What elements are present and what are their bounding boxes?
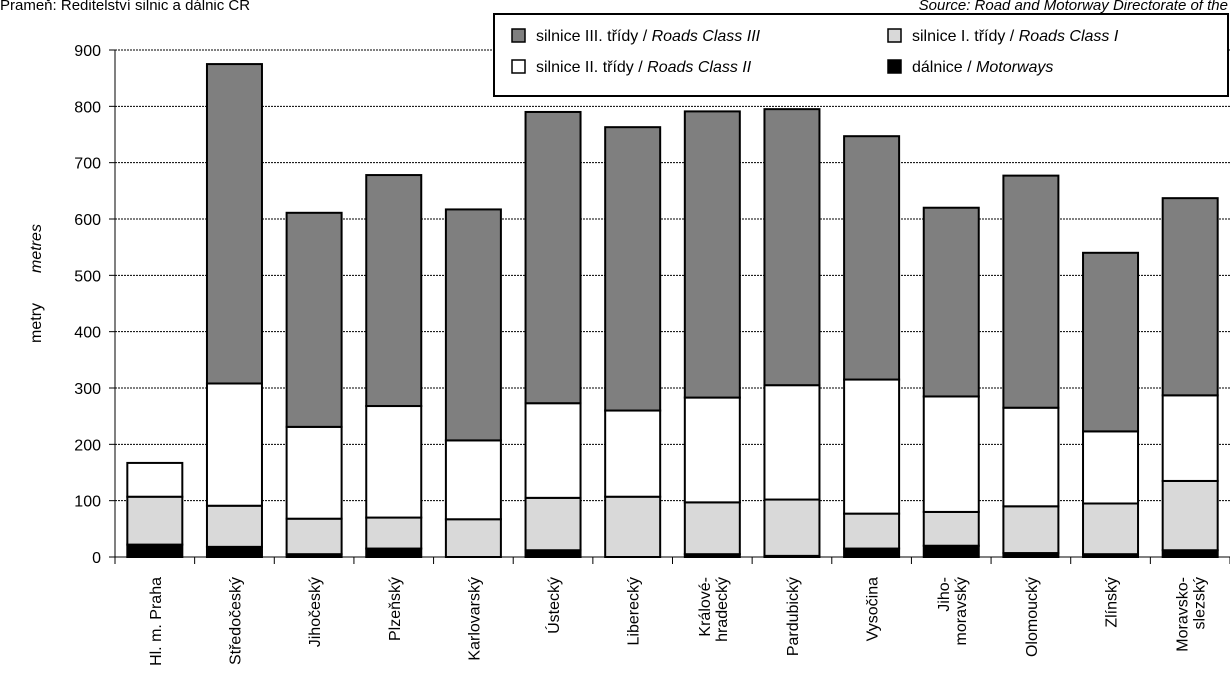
bar-segment xyxy=(126,461,184,498)
bar-segment xyxy=(365,174,423,408)
bar-segment xyxy=(126,495,184,546)
bar-segment xyxy=(524,110,582,405)
y-tick-label: 200 xyxy=(74,437,101,454)
x-tick-label: Plzeňský xyxy=(387,577,404,641)
bar-segment xyxy=(1161,197,1219,397)
y-tick-label: 900 xyxy=(74,43,101,60)
bar-segment xyxy=(843,547,901,558)
bar-segment xyxy=(922,544,980,559)
axes xyxy=(109,49,1230,564)
bar-segment xyxy=(524,402,582,499)
legend-entry: silnice I. třídy / Roads Class I xyxy=(912,28,1119,45)
y-tick-labels: 0 100 200 300 400 500 600 700 800 900 xyxy=(74,43,101,567)
x-tick-label: Vysočina xyxy=(865,577,882,641)
bar-segment xyxy=(1002,406,1060,508)
legend-entry: dálnice / Motorways xyxy=(912,59,1053,76)
bar-segment xyxy=(205,504,263,548)
bar-segment xyxy=(365,547,423,558)
y-tick-label: 800 xyxy=(74,99,101,116)
legend-swatch xyxy=(887,59,902,74)
bar-segment xyxy=(205,545,263,558)
legend-entry: silnice III. třídy / Roads Class III xyxy=(536,28,761,45)
bar-segment xyxy=(1082,430,1140,505)
bar-segment xyxy=(604,126,662,412)
bar-stacks xyxy=(126,63,1219,559)
gridlines xyxy=(115,49,1230,502)
bar-segment xyxy=(1082,502,1140,556)
x-tick-label: Olomoucký xyxy=(1024,577,1041,657)
y-tick-label: 0 xyxy=(92,550,101,567)
bar-segment xyxy=(365,405,423,519)
legend-swatch xyxy=(887,28,902,43)
bar-segment xyxy=(126,543,184,559)
y-axis-label: metrymetres xyxy=(28,224,45,343)
bar-segment xyxy=(285,517,343,556)
y-tick-label: 300 xyxy=(74,381,101,398)
y-tick-label: 700 xyxy=(74,156,101,173)
source-note-czech: Prameň: Ředitelství silnic a dálnic ČR xyxy=(0,0,251,14)
bar-segment xyxy=(683,396,741,504)
bar-segment xyxy=(1082,251,1140,433)
bar-segment xyxy=(365,516,423,550)
bar-segment xyxy=(285,425,343,520)
bar-segment xyxy=(922,395,980,513)
bar-segment xyxy=(1161,394,1219,482)
x-tick-label: Zlínský xyxy=(1104,577,1121,628)
bar-segment xyxy=(205,63,263,385)
bar-segment xyxy=(604,495,662,558)
bar-segment xyxy=(604,409,662,498)
bar-segment xyxy=(843,135,901,381)
bar-segment xyxy=(922,510,980,547)
bar-segment xyxy=(444,208,502,442)
bar-segment xyxy=(843,378,901,515)
bar-segment xyxy=(1161,549,1219,558)
bar-segment xyxy=(763,108,821,387)
bar-segment xyxy=(1161,479,1219,552)
x-tick-label: Jihočeský xyxy=(307,577,324,647)
y-tick-label: 400 xyxy=(74,325,101,342)
bar-segment xyxy=(1002,174,1060,409)
bar-segment xyxy=(524,549,582,558)
x-tick-label: Jiho-moravský xyxy=(936,577,970,645)
x-tick-label: Moravsko-slezský xyxy=(1175,577,1209,652)
x-tick-label: Pardubický xyxy=(785,577,802,656)
bar-segment xyxy=(444,439,502,521)
x-tick-label: Středočeský xyxy=(227,577,244,665)
legend-swatch xyxy=(511,59,526,74)
x-tick-labels: Hl. m. Praha Středočeský Jihočeský Plzeňský… xyxy=(148,577,1209,666)
x-tick-label: Hl. m. Praha xyxy=(148,577,165,666)
y-tick-label: 600 xyxy=(74,212,101,229)
bar-segment xyxy=(444,518,502,558)
bar-segment xyxy=(763,498,821,557)
bar-segment xyxy=(683,110,741,399)
legend-box xyxy=(493,13,1229,97)
x-tick-label: Ústecký xyxy=(544,577,563,634)
x-tick-label: Karlovarský xyxy=(466,577,483,661)
bar-segment xyxy=(763,384,821,501)
legend: silnice III. třídy / Roads Class III siln… xyxy=(493,13,1229,97)
bar-segment xyxy=(922,206,980,398)
bar-segment xyxy=(524,496,582,552)
y-axis-title: metrymetres xyxy=(28,224,45,343)
legend-entry: silnice II. třídy / Roads Class II xyxy=(536,59,752,76)
bar-segment xyxy=(843,512,901,550)
bar-segment xyxy=(285,211,343,428)
bar-segment xyxy=(683,501,741,556)
y-tick-label: 500 xyxy=(74,268,101,285)
source-note-english: Source: Road and Motorway Directorate of… xyxy=(918,0,1228,14)
bar-segment xyxy=(1002,505,1060,555)
legend-swatch xyxy=(511,28,526,43)
bar-segment xyxy=(205,382,263,507)
y-tick-label: 100 xyxy=(74,494,101,511)
x-tick-label: Králové-hradecký xyxy=(697,577,731,642)
x-tick-label: Liberecký xyxy=(626,577,643,645)
